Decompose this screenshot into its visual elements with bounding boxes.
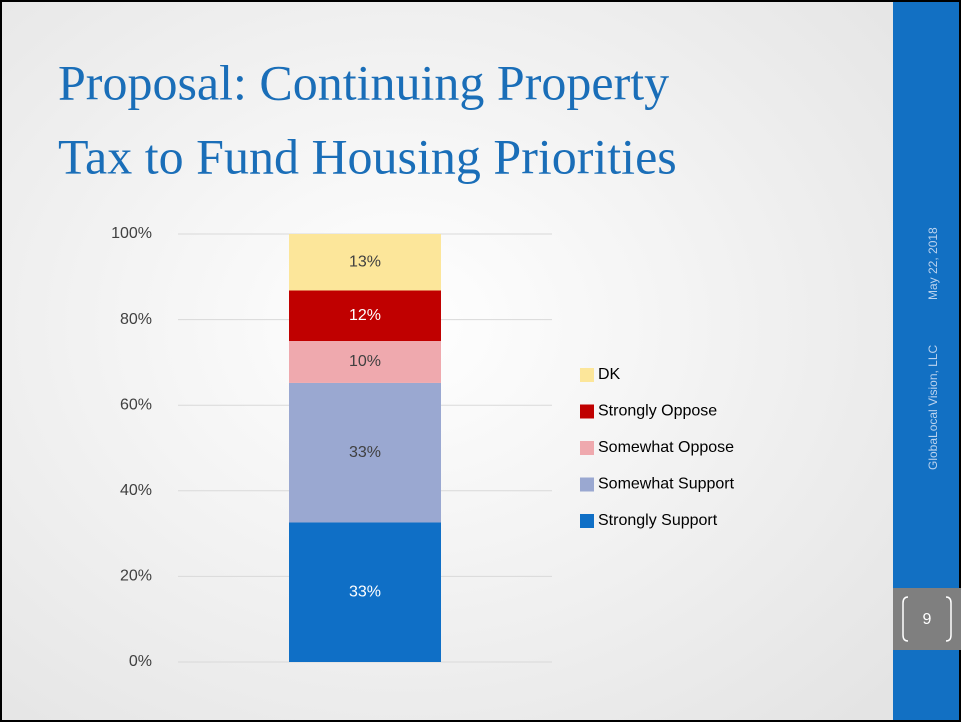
slide-title-line: Proposal: Continuing Property [58,54,669,110]
data-label: 10% [349,353,381,370]
y-tick-label: 80% [120,311,152,328]
page-number-brackets [902,596,952,642]
legend-swatch [580,477,594,492]
legend-swatch [580,514,594,528]
data-label: 33% [349,583,381,600]
data-label: 12% [349,307,381,324]
bar-segment [289,382,441,523]
y-tick-label: 60% [120,396,152,413]
slide-background [2,2,893,720]
page-number: 9 [923,611,932,628]
bar-segment [289,290,441,341]
footer-date: May 22, 2018 [926,227,940,300]
legend-label: Somewhat Oppose [598,439,734,456]
y-tick-label: 0% [129,653,152,670]
legend-label: Strongly Oppose [598,403,717,420]
y-tick-label: 100% [111,225,152,242]
data-label: 33% [349,444,381,461]
footer-company: GlobaLocal Vision, LLC [926,344,940,470]
legend-swatch [580,404,594,419]
bar-segment [289,341,441,383]
data-label: 13% [349,253,381,270]
y-tick-label: 20% [120,568,152,585]
bar-segment [289,234,441,291]
y-tick-label: 40% [120,482,152,499]
legend-swatch [580,368,594,382]
chart: 0% 20% 40% 60% 80% 100% 33% 33% 10% 12% 13% Strongl… [111,225,735,670]
legend-label: Somewhat Support [598,476,735,493]
legend-label: Strongly Support [598,512,718,529]
slide-title-line: Tax to Fund Housing Priorities [58,128,677,184]
legend-label: DK [598,366,621,383]
legend-swatch [580,441,594,455]
bar-segment [289,522,441,662]
